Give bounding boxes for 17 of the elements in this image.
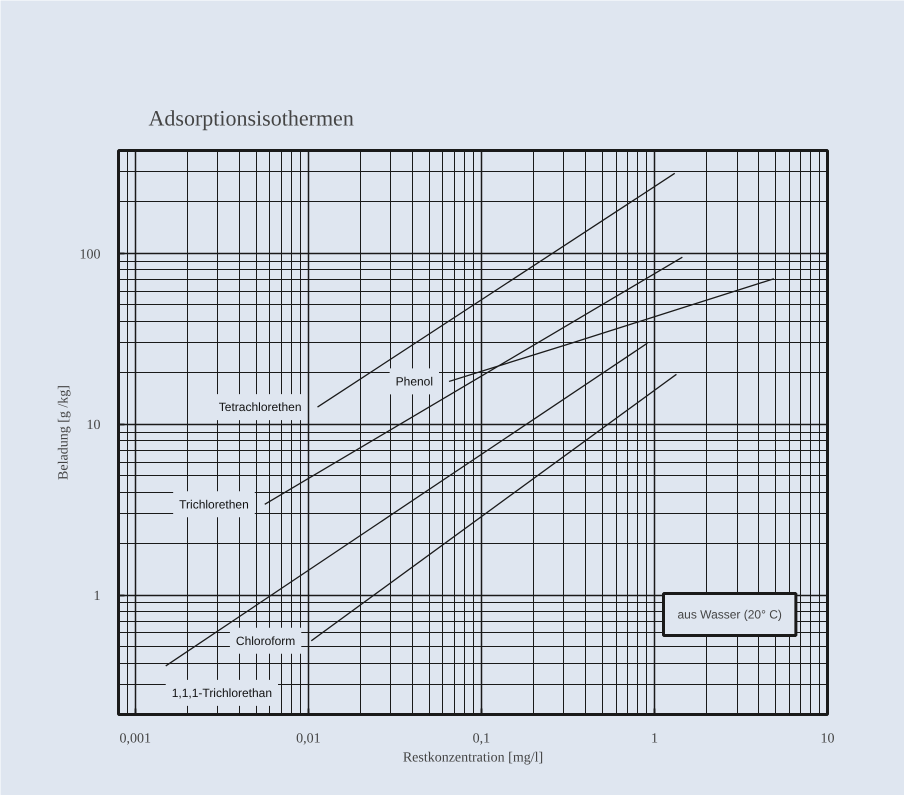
- series-label: Tetrachlorethen: [218, 400, 302, 414]
- x-tick-label: 0,1: [472, 732, 490, 746]
- series-label: 1,1,1-Trichlorethan: [172, 686, 272, 700]
- annotation: aus Wasser (20° C): [678, 608, 782, 622]
- series-label: Trichlorethen: [179, 497, 249, 512]
- series-label: Chloroform: [236, 634, 296, 648]
- x-tick-label: 10: [820, 732, 834, 746]
- y-tick-label: 100: [80, 247, 100, 262]
- x-tick-label: 0,01: [296, 732, 321, 746]
- series-label: Phenol: [396, 374, 434, 388]
- x-tick-label: 0,001: [120, 732, 152, 746]
- y-tick-label: 10: [86, 418, 100, 434]
- y-axis-title: Beladung [g /kg]: [56, 385, 72, 480]
- x-tick-label: 1: [650, 732, 658, 746]
- chart-title: Adsorptionsisothermen: [148, 106, 354, 130]
- y-tick-label: 1: [94, 589, 100, 604]
- x-axis-title: Restkonzentration [mg/l]: [402, 750, 544, 766]
